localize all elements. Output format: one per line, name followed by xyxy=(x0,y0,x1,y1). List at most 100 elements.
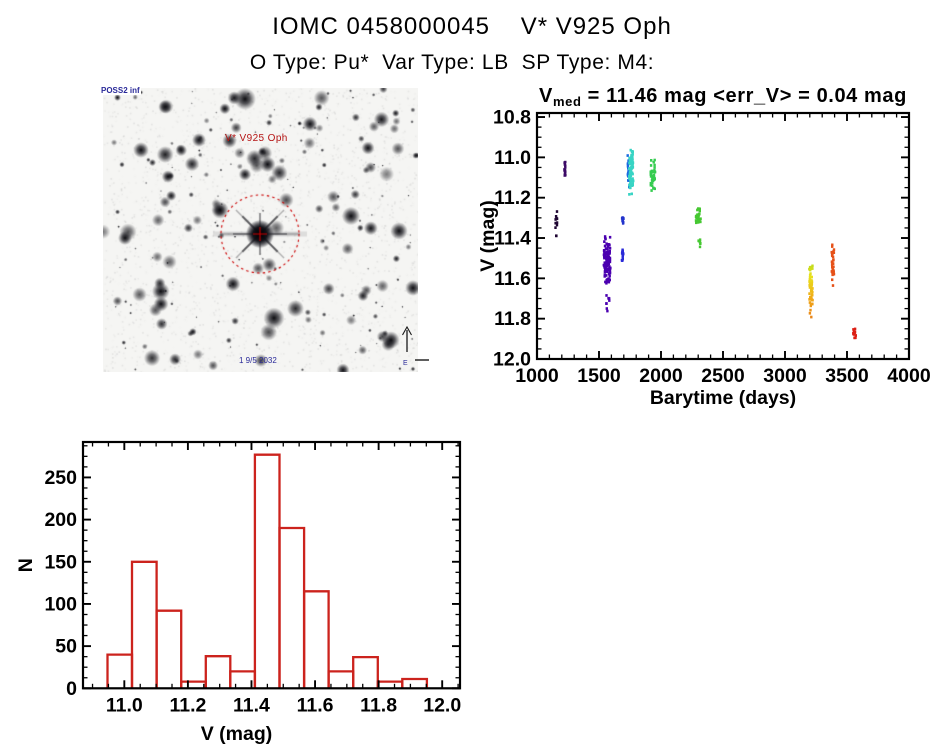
data-point xyxy=(831,255,835,259)
data-point xyxy=(695,215,698,218)
histogram-bar xyxy=(401,677,429,689)
data-point xyxy=(608,243,611,247)
data-point xyxy=(604,280,607,284)
histogram-bar xyxy=(278,526,306,689)
data-point xyxy=(810,315,813,319)
data-point xyxy=(555,234,558,238)
data-point xyxy=(808,292,811,295)
data-point xyxy=(603,270,607,273)
data-point xyxy=(697,215,700,219)
x-axis-tick-label: 2000 xyxy=(639,365,683,387)
data-point xyxy=(555,210,559,213)
data-point xyxy=(699,242,702,245)
data-point xyxy=(831,245,834,248)
data-point xyxy=(563,172,567,176)
data-point xyxy=(603,235,607,238)
data-point xyxy=(603,266,607,269)
data-point xyxy=(629,180,632,183)
data-point xyxy=(564,170,567,174)
y-axis-tick-label: 250 xyxy=(44,467,77,489)
data-point xyxy=(811,264,814,268)
histogram-plot: 11.0 11.2 11.4 11.6 11.8 12.0 0 50 100 150 200 250 V… xyxy=(18,440,461,745)
plot-box xyxy=(535,111,911,361)
data-point xyxy=(629,186,632,190)
data-point xyxy=(649,175,653,178)
data-point xyxy=(830,260,834,264)
data-point xyxy=(606,270,609,274)
x-axis-tick-label: 4000 xyxy=(887,365,931,387)
data-point xyxy=(628,193,631,196)
data-point xyxy=(621,254,624,257)
data-point xyxy=(808,298,811,301)
data-point xyxy=(602,253,606,257)
data-point xyxy=(605,247,608,251)
cluster-epoch-09 xyxy=(808,264,814,319)
data-point xyxy=(695,221,698,225)
data-point xyxy=(606,309,609,313)
data-point xyxy=(832,258,835,262)
data-point xyxy=(608,249,611,253)
data-point xyxy=(808,265,812,269)
data-point xyxy=(808,301,812,304)
data-point xyxy=(607,252,610,255)
data-point xyxy=(605,274,608,277)
light-curve-plot: 1000 1500 2000 2500 3000 3500 4000 10.8 11.0 11.2… xyxy=(478,85,931,409)
data-point xyxy=(631,158,634,162)
finder-chart-image xyxy=(103,88,418,372)
data-point xyxy=(653,166,656,169)
data-point xyxy=(697,207,700,211)
data-point xyxy=(831,278,834,282)
data-point xyxy=(810,297,813,301)
data-point xyxy=(699,217,702,221)
data-point xyxy=(630,184,634,187)
data-point xyxy=(620,217,624,220)
data-point xyxy=(621,257,624,261)
data-point xyxy=(608,271,612,275)
cluster-epoch-11 xyxy=(852,327,857,340)
data-point xyxy=(832,270,835,274)
data-point xyxy=(608,299,611,302)
data-point xyxy=(697,212,701,216)
data-point xyxy=(621,249,624,253)
data-point xyxy=(554,226,557,229)
histogram-bar xyxy=(302,590,330,689)
data-point xyxy=(603,251,606,255)
data-point xyxy=(652,173,656,177)
y-axis-label: V (mag) xyxy=(478,200,499,272)
data-point xyxy=(810,275,813,279)
cluster-epoch-10 xyxy=(830,243,836,287)
y-axis-tick-label: 12.0 xyxy=(493,349,531,371)
data-point xyxy=(650,189,653,192)
data-point xyxy=(603,273,606,276)
data-point xyxy=(605,257,608,261)
x-axis-tick-label: 1000 xyxy=(515,365,559,387)
data-point xyxy=(563,169,567,172)
data-point xyxy=(811,267,814,270)
data-point xyxy=(653,177,656,181)
data-point xyxy=(603,256,606,260)
data-point xyxy=(809,302,813,306)
data-point xyxy=(605,256,608,259)
cluster-epoch-08b xyxy=(697,238,702,249)
data-point xyxy=(608,235,612,239)
y-axis-tick-label: 11.2 xyxy=(494,187,531,209)
data-point xyxy=(698,209,701,213)
data-point xyxy=(606,247,609,251)
data-point xyxy=(621,259,624,262)
data-point xyxy=(628,176,631,180)
survey-label: POSS2 inf xyxy=(100,86,141,95)
data-point xyxy=(696,208,699,212)
plot-title-main: V xyxy=(539,85,553,107)
data-point xyxy=(809,308,812,312)
data-point xyxy=(696,213,699,217)
data-point xyxy=(605,302,608,305)
cluster-epoch-03b xyxy=(605,294,611,313)
data-point xyxy=(697,239,700,243)
data-point xyxy=(564,166,567,169)
data-point xyxy=(653,163,656,167)
data-point xyxy=(808,284,811,287)
data-point xyxy=(853,327,857,331)
data-point xyxy=(809,268,812,272)
data-point xyxy=(564,160,567,164)
x-axis-tick-label: 2500 xyxy=(701,365,745,387)
